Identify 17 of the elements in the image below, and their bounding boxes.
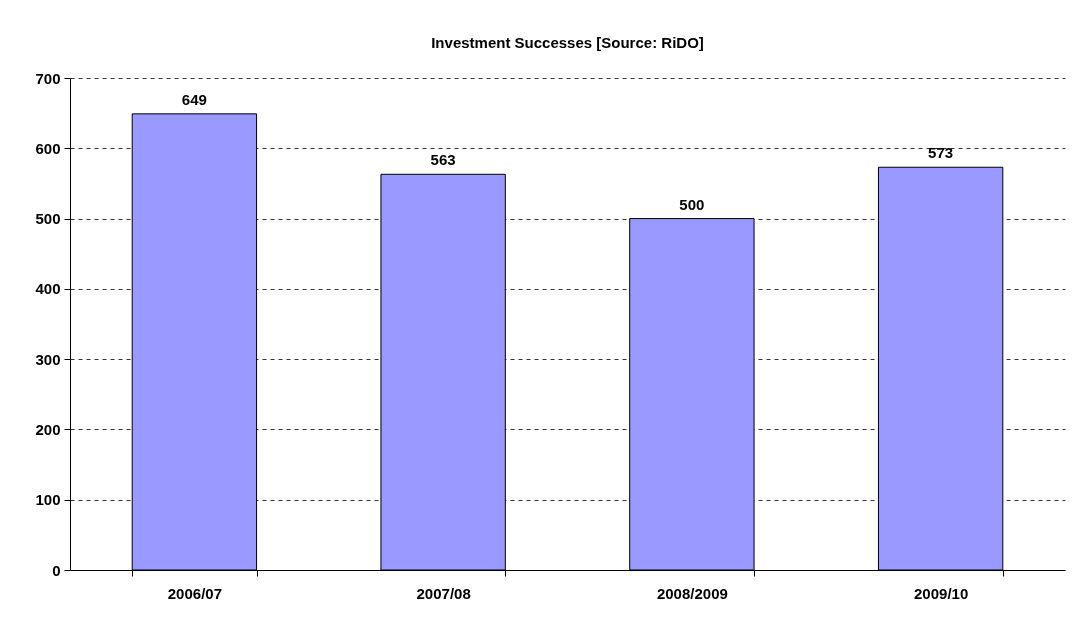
- data-label: 500: [679, 195, 705, 213]
- data-label: 563: [430, 151, 456, 169]
- chart-title: Investment Successes [Source: RiDO]: [431, 34, 704, 51]
- y-tick-label: 700: [35, 69, 61, 87]
- x-tick-label: 2009/10: [914, 584, 969, 602]
- x-tick-label: 2006/07: [167, 584, 222, 602]
- data-label: 573: [928, 144, 954, 162]
- y-tick-label: 0: [52, 561, 61, 579]
- x-tick-label: 2007/08: [416, 584, 471, 602]
- y-tick-label: 200: [35, 420, 61, 438]
- data-label: 649: [181, 90, 207, 108]
- y-tick-label: 500: [35, 210, 61, 228]
- y-tick-label: 300: [35, 350, 61, 368]
- y-tick-label: 400: [35, 280, 61, 298]
- y-tick-label: 600: [35, 139, 61, 157]
- x-tick-label: 2008/2009: [656, 584, 728, 602]
- y-tick-label: 100: [35, 491, 61, 509]
